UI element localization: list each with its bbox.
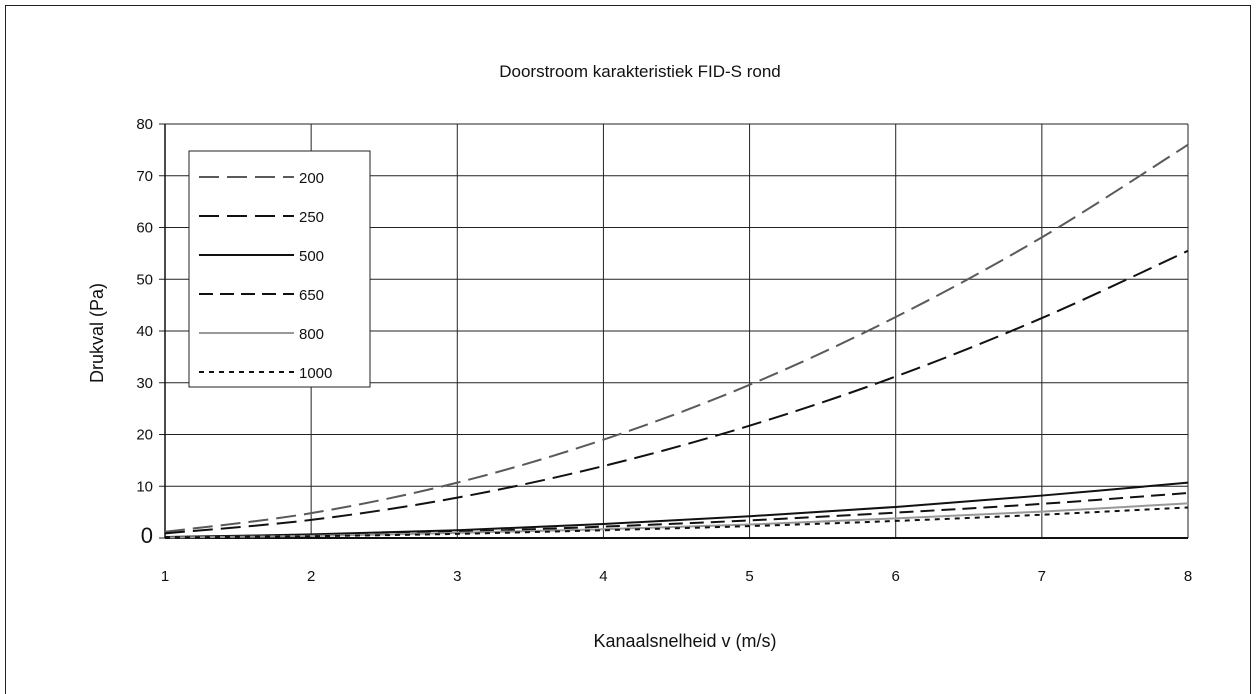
x-tick-label: 3 [453,568,461,585]
y-tick-label: 40 [136,323,153,340]
x-tick-label: 6 [892,568,900,585]
legend-label-250: 250 [299,209,324,226]
chart-frame [5,5,1251,694]
axes: 0 10 20 30 40 50 60 70 80 1 2 3 4 5 6 7 8 [136,116,1192,585]
legend-label-500: 500 [299,248,324,265]
legend-label-1000: 1000 [299,365,332,382]
y-tick-label: 30 [136,375,153,392]
series-line-250 [164,249,1189,535]
x-tick-label: 8 [1184,568,1192,585]
legend-box [188,150,371,388]
y-tick-label: 10 [136,478,153,495]
legend: 200 250 500 650 800 1000 [188,150,371,388]
chart-title: Doorstroom karakteristiek FID-S rond [499,62,781,81]
y-tick-label: 20 [136,427,153,444]
legend-label-200: 200 [299,170,324,187]
x-tick-label: 4 [599,568,607,585]
series-line-650 [164,491,1189,539]
y-axis-label: Drukval (Pa) [87,283,107,383]
x-tick-label: 2 [307,568,315,585]
x-tick-label: 7 [1038,568,1046,585]
y-tick-label: 80 [136,116,153,133]
legend-label-800: 800 [299,326,324,343]
legend-label-650: 650 [299,287,324,304]
x-axis-label: Kanaalsnelheid v (m/s) [593,631,776,651]
y-tick-label: 60 [136,220,153,237]
y-tick-label: 70 [136,168,153,185]
series-line-1000 [164,506,1189,539]
x-tick-label: 5 [745,568,753,585]
series-line-200 [164,143,1189,533]
y-tick-label: 50 [136,271,153,288]
series-group [164,143,1189,539]
series-line-500 [164,481,1189,538]
y-tick-label: 0 [141,523,153,548]
x-tick-label: 1 [161,568,169,585]
